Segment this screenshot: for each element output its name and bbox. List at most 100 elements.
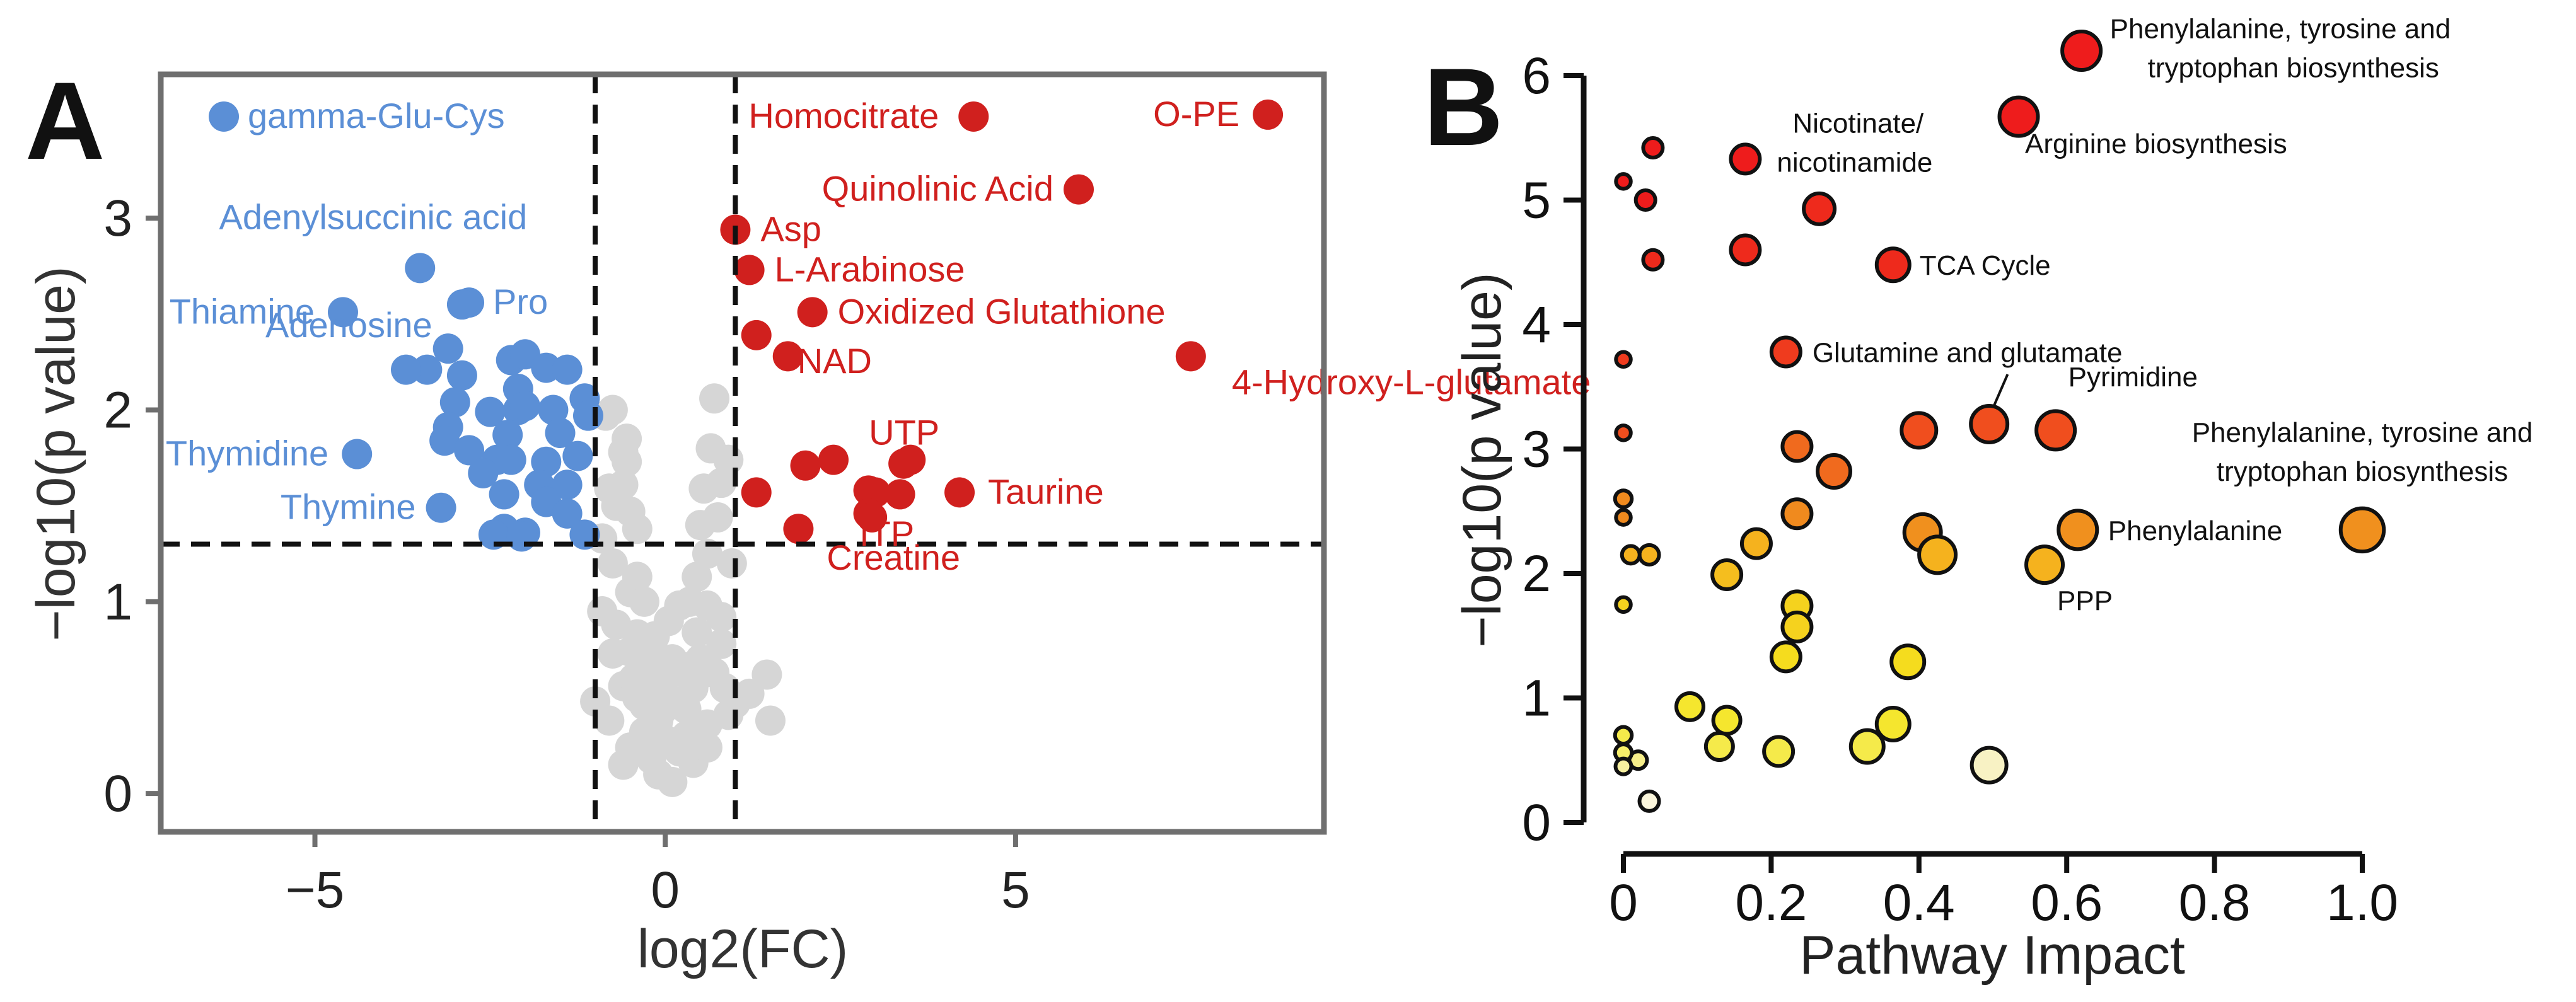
ns-point bbox=[608, 749, 639, 780]
ns-point bbox=[612, 423, 642, 454]
ns-point bbox=[716, 548, 747, 579]
pathway-y-label: −log10(p value) bbox=[1452, 272, 1512, 647]
panel-a-letter: A bbox=[25, 60, 105, 183]
metabolite-label: O-PE bbox=[1153, 94, 1239, 134]
pathway-point bbox=[1874, 246, 1912, 284]
volcano-y-ticks: 0 1 2 3 bbox=[103, 190, 158, 822]
pathway-label: Phenylalanine bbox=[2108, 515, 2282, 546]
pathway-label: Arginine biosynthesis bbox=[2025, 129, 2287, 159]
up-point bbox=[772, 341, 803, 372]
pathway-point bbox=[1637, 543, 1661, 567]
y-tick-label: 1 bbox=[103, 573, 132, 631]
up-point bbox=[1063, 174, 1094, 205]
metabolite-label: Thymidine bbox=[166, 434, 328, 473]
down-point bbox=[489, 479, 519, 510]
volcano-frame bbox=[158, 71, 1327, 835]
volcano-y-label: −log10(p value) bbox=[26, 266, 86, 641]
up-point bbox=[857, 502, 888, 533]
ns-point bbox=[601, 490, 632, 521]
ns-point bbox=[682, 617, 712, 648]
metabolite-label: Creatine bbox=[827, 538, 960, 577]
pathway-point bbox=[1614, 595, 1633, 614]
metabolite-label: Asp bbox=[760, 209, 821, 248]
pathway-point bbox=[1739, 527, 1773, 560]
down-point bbox=[545, 418, 576, 449]
down-point bbox=[209, 101, 240, 132]
ns-point bbox=[657, 644, 688, 675]
pathway-point bbox=[1917, 534, 1958, 575]
pathway-x-ticks: 0 0.2 0.4 0.6 0.8 1.0 bbox=[1609, 854, 2398, 931]
metabolite-label: Adenosine bbox=[265, 305, 432, 345]
ns-point bbox=[597, 548, 628, 579]
pathway-label: PPP bbox=[2057, 585, 2113, 616]
down-point bbox=[538, 394, 569, 425]
pathway-point bbox=[1816, 453, 1853, 490]
down-point bbox=[552, 354, 583, 385]
pathway-point bbox=[1620, 544, 1642, 566]
up-point bbox=[790, 450, 821, 481]
pathway-labels: Phenylalanine, tyrosine and tryptophan bi… bbox=[1777, 14, 2532, 617]
up-point bbox=[944, 477, 975, 508]
ns-point bbox=[699, 383, 730, 414]
pathway-point bbox=[1729, 233, 1762, 267]
pathway-label: TCA Cycle bbox=[1920, 250, 2051, 281]
down-point bbox=[572, 400, 603, 431]
ns-point bbox=[639, 621, 670, 652]
pathway-point bbox=[1613, 488, 1634, 509]
up-point bbox=[741, 477, 772, 508]
x-tick-label: 0.6 bbox=[2031, 874, 2103, 931]
ns-point bbox=[709, 672, 740, 703]
pathway-point bbox=[1780, 610, 1814, 643]
pathway-label: Phenylalanine, tyrosine and bbox=[2110, 14, 2451, 45]
panel-b-letter: B bbox=[1424, 46, 1503, 169]
pathway-point bbox=[1802, 191, 1837, 226]
pathway-point bbox=[1729, 142, 1762, 176]
up-point bbox=[885, 479, 915, 510]
pathway-label: Nicotinate/ bbox=[1792, 108, 1924, 139]
ns-point bbox=[682, 561, 712, 592]
metabolite-label: gamma-Glu-Cys bbox=[248, 96, 505, 135]
y-tick-label: 4 bbox=[1522, 296, 1551, 354]
down-point bbox=[552, 469, 583, 500]
metabolite-label: Thymine bbox=[281, 487, 416, 527]
volcano-labels: Homocitrate O-PE Quinolinic AcidAspL-Arabi… bbox=[166, 94, 1591, 577]
x-tick-label: 1.0 bbox=[2326, 874, 2398, 931]
ns-point bbox=[706, 602, 737, 633]
pathway-point bbox=[1874, 705, 1912, 742]
down-point bbox=[531, 446, 562, 477]
pathway-point bbox=[2057, 509, 2099, 551]
ns-point bbox=[622, 514, 653, 544]
y-tick-label: 2 bbox=[1522, 545, 1551, 602]
pathway-point bbox=[1614, 508, 1633, 527]
down-point bbox=[426, 492, 456, 523]
pathway-point bbox=[1769, 640, 1802, 674]
down-point bbox=[492, 420, 523, 451]
down-point bbox=[432, 333, 463, 364]
x-tick-label: 0 bbox=[1609, 874, 1638, 931]
ns-point bbox=[629, 586, 659, 617]
up-point bbox=[818, 444, 849, 475]
metabolite-label: ITP bbox=[859, 514, 914, 553]
ns-point bbox=[657, 766, 688, 797]
y-tick-label: 3 bbox=[103, 190, 132, 247]
y-tick-label: 0 bbox=[1522, 794, 1551, 851]
down-point bbox=[475, 396, 506, 427]
metabolite-label: UTP bbox=[869, 413, 939, 452]
down-point bbox=[446, 289, 477, 320]
pathway-point bbox=[1614, 350, 1633, 369]
pathway-label: Phenylalanine, tyrosine and bbox=[2192, 417, 2533, 448]
down-point bbox=[509, 391, 540, 422]
pathway-label: Glutamine and glutamate bbox=[1813, 337, 2123, 368]
ns-point bbox=[618, 663, 649, 694]
y-tick-label: 3 bbox=[1522, 421, 1551, 478]
pathway-point bbox=[1641, 136, 1665, 160]
down-point bbox=[468, 458, 499, 488]
pathway-point bbox=[1780, 430, 1814, 463]
y-tick-label: 2 bbox=[103, 382, 132, 439]
ns-point bbox=[646, 696, 677, 727]
down-point bbox=[327, 297, 358, 328]
pathway-point bbox=[1780, 497, 1814, 531]
pathway-point bbox=[1900, 411, 1939, 450]
y-tick-label: 5 bbox=[1522, 172, 1551, 229]
